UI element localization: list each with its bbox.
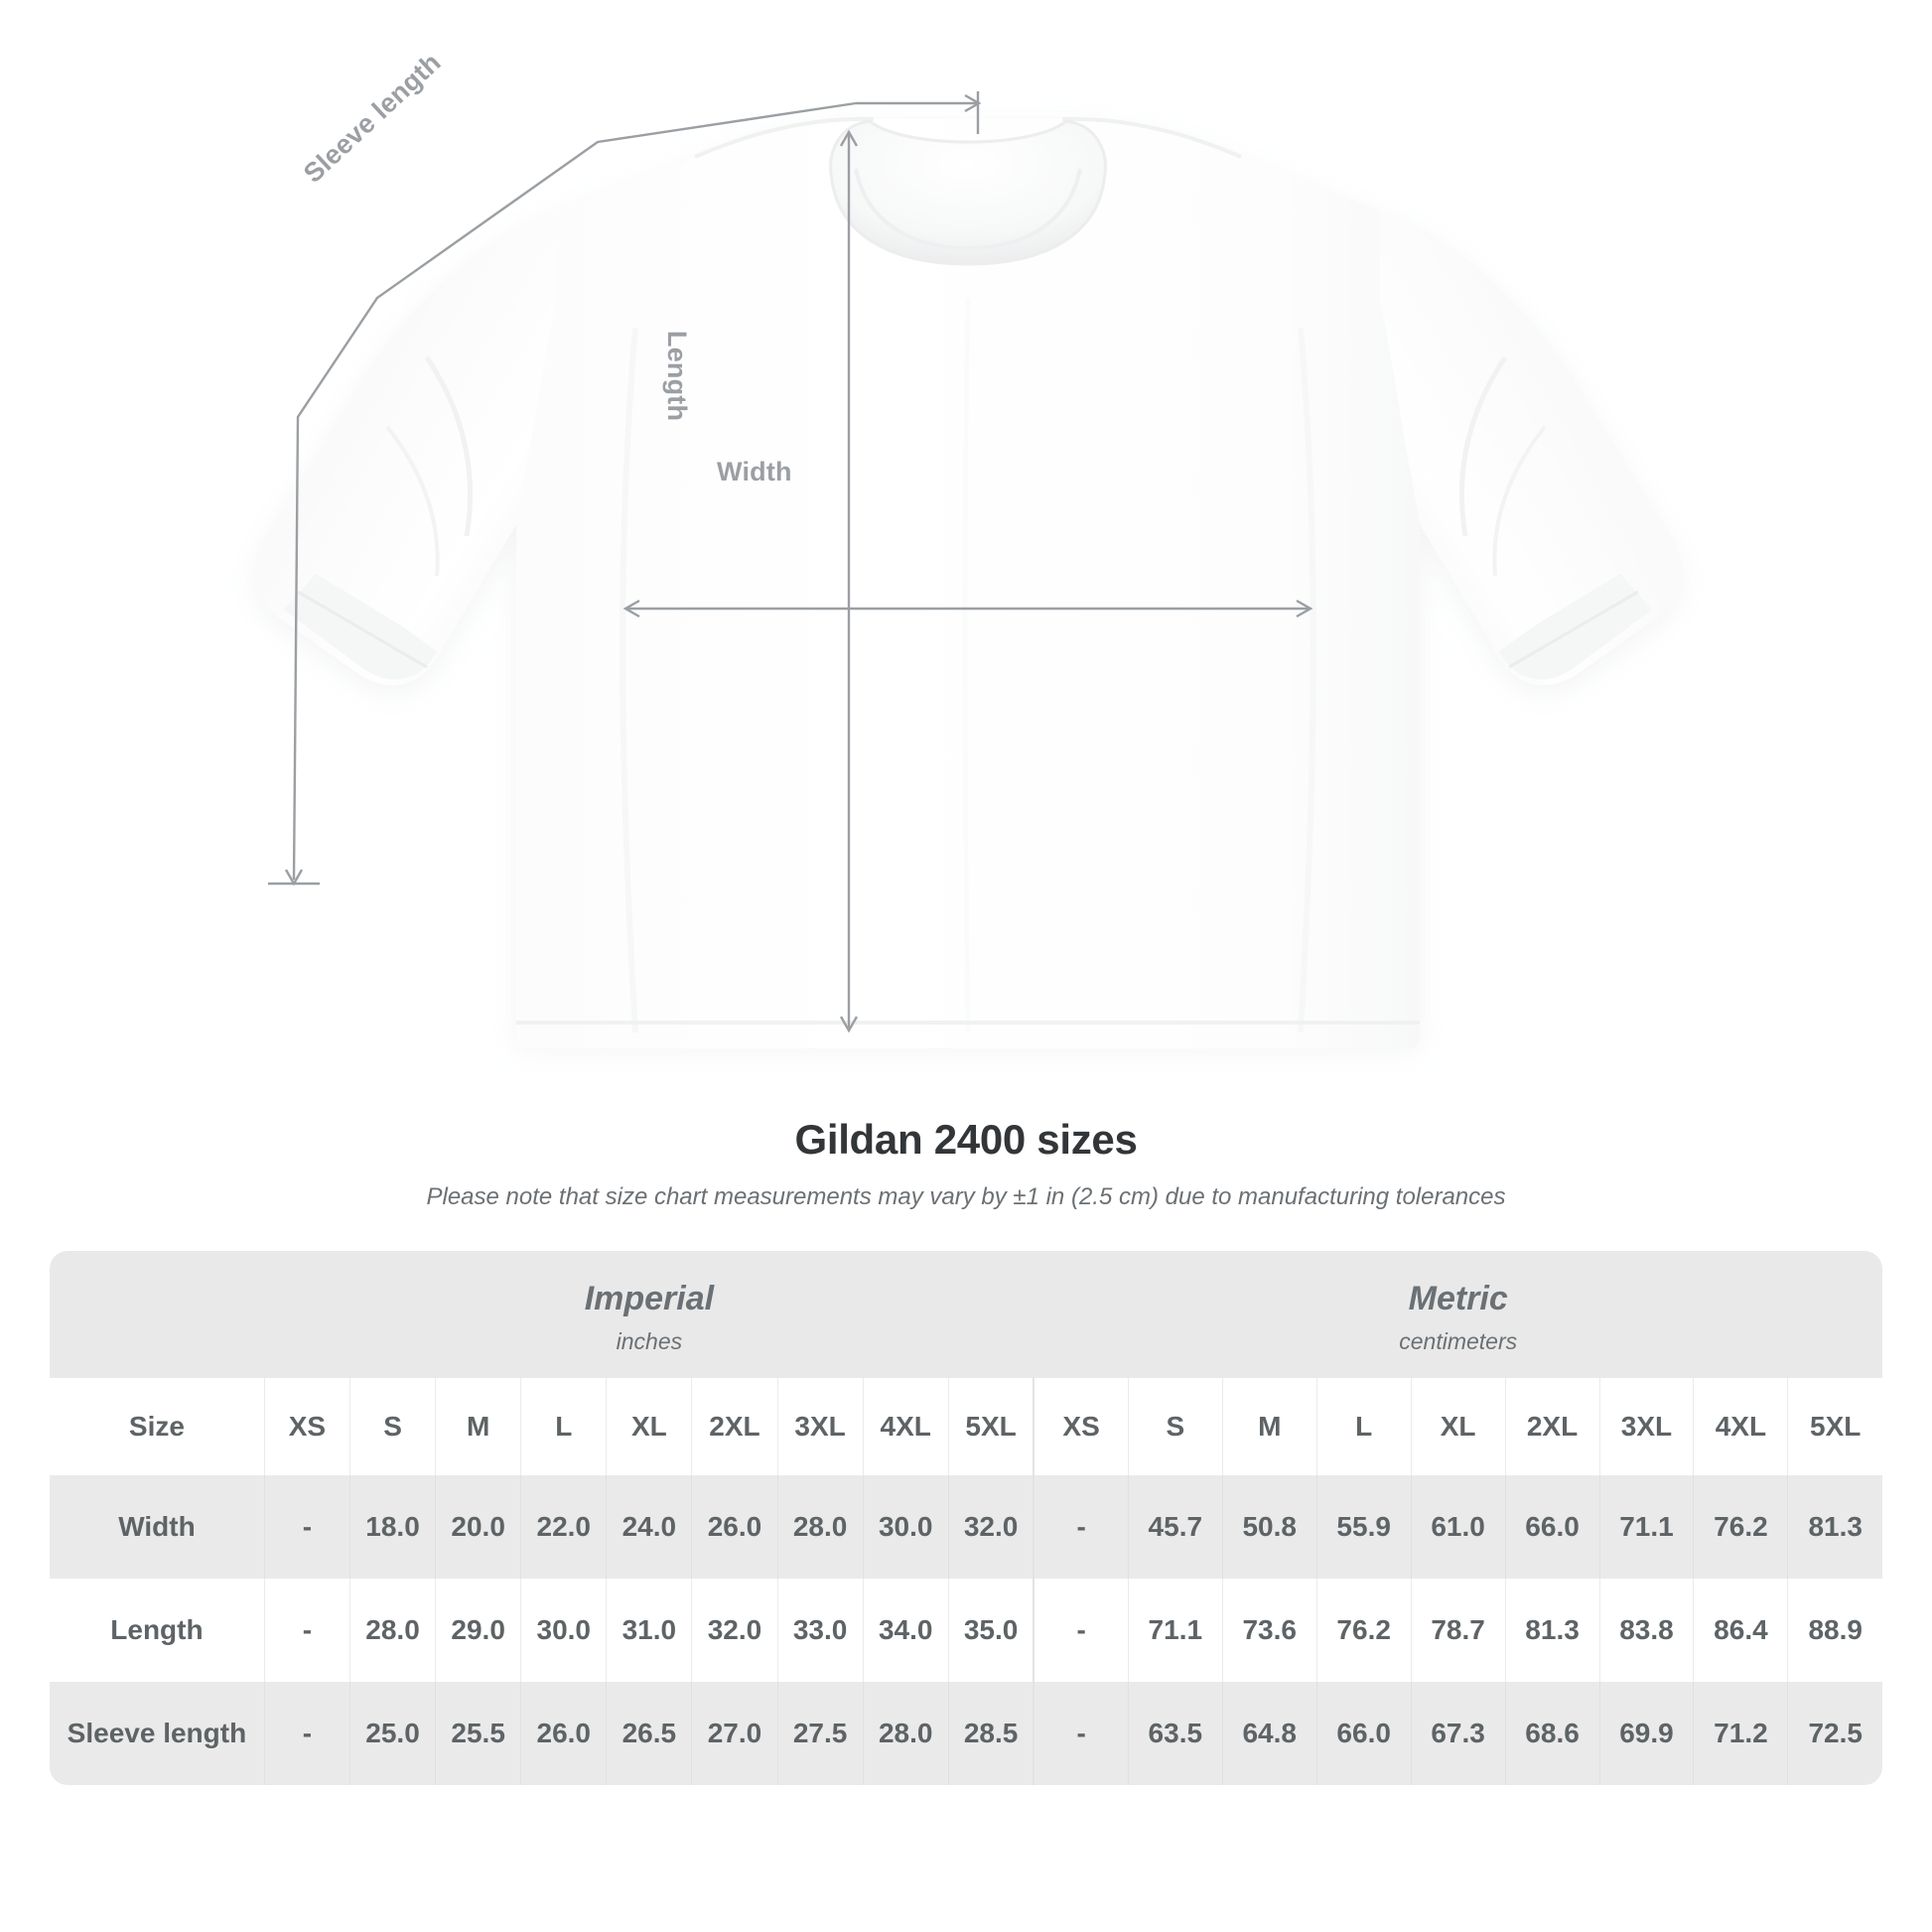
width-met-7: 76.2 [1693, 1475, 1788, 1579]
width-label: Width [717, 457, 792, 486]
size-header-row: Size XS S M L XL 2XL 3XL 4XL 5XL XS S M … [50, 1378, 1882, 1475]
sleeve-met-4: 67.3 [1410, 1682, 1506, 1785]
length-met-8: 88.9 [1787, 1579, 1882, 1682]
sleeve-met-6: 69.9 [1598, 1682, 1694, 1785]
width-met-6: 71.1 [1598, 1475, 1694, 1579]
metric-name: Metric [1408, 1280, 1508, 1317]
sleeve-met-3: 66.0 [1315, 1682, 1412, 1785]
width-imp-7: 30.0 [862, 1475, 949, 1579]
unit-row-spacer [50, 1251, 265, 1378]
imperial-unit: inches [616, 1328, 683, 1354]
width-met-4: 61.0 [1410, 1475, 1506, 1579]
sleeve-met-1: 63.5 [1127, 1682, 1223, 1785]
length-imp-1: 28.0 [348, 1579, 436, 1682]
sleeve-imp-0: - [263, 1682, 350, 1785]
length-label: Length [662, 331, 692, 422]
unit-system-row: Imperial inches Metric centimeters [50, 1251, 1882, 1378]
metric-unit: centimeters [1399, 1328, 1518, 1354]
length-met-3: 76.2 [1315, 1579, 1412, 1682]
header-size-imp-8: 5XL [947, 1378, 1035, 1475]
header-size-imp-3: L [520, 1378, 607, 1475]
header-size-met-7: 4XL [1693, 1378, 1788, 1475]
header-size-met-5: 2XL [1504, 1378, 1600, 1475]
length-imp-0: - [263, 1579, 350, 1682]
width-met-8: 81.3 [1787, 1475, 1882, 1579]
table-row: Length - 28.0 29.0 30.0 31.0 32.0 33.0 3… [50, 1579, 1882, 1682]
width-imp-4: 24.0 [606, 1475, 692, 1579]
header-size-met-2: M [1221, 1378, 1317, 1475]
row-label-length: Length [50, 1579, 265, 1682]
length-imp-7: 34.0 [862, 1579, 949, 1682]
shirt-illustration [254, 116, 1682, 1048]
header-size-met-3: L [1315, 1378, 1412, 1475]
length-met-5: 81.3 [1504, 1579, 1600, 1682]
header-size-imp-2: M [435, 1378, 521, 1475]
page-title: Gildan 2400 sizes [794, 1116, 1138, 1163]
width-imp-1: 18.0 [348, 1475, 436, 1579]
width-imp-8: 32.0 [947, 1475, 1035, 1579]
length-imp-8: 35.0 [947, 1579, 1035, 1682]
length-met-4: 78.7 [1410, 1579, 1506, 1682]
width-met-5: 66.0 [1504, 1475, 1600, 1579]
tolerance-note: Please note that size chart measurements… [426, 1183, 1506, 1210]
width-imp-5: 26.0 [691, 1475, 778, 1579]
unit-system-imperial: Imperial inches [264, 1251, 1035, 1378]
length-imp-2: 29.0 [435, 1579, 521, 1682]
unit-system-metric: Metric centimeters [1034, 1251, 1882, 1378]
sleeve-imp-8: 28.5 [947, 1682, 1035, 1785]
width-met-1: 45.7 [1127, 1475, 1223, 1579]
size-table: Imperial inches Metric centimeters Size … [50, 1251, 1882, 1785]
table-row: Sleeve length - 25.0 25.5 26.0 26.5 27.0… [50, 1682, 1882, 1785]
size-table-wrapper: Imperial inches Metric centimeters Size … [50, 1251, 1882, 1785]
width-met-2: 50.8 [1221, 1475, 1317, 1579]
length-imp-3: 30.0 [520, 1579, 607, 1682]
header-size-met-0: XS [1033, 1378, 1129, 1475]
sleeve-met-7: 71.2 [1693, 1682, 1788, 1785]
header-size-met-6: 3XL [1598, 1378, 1694, 1475]
header-size-met-1: S [1127, 1378, 1223, 1475]
header-size-imp-4: XL [606, 1378, 692, 1475]
length-met-7: 86.4 [1693, 1579, 1788, 1682]
sleeve-imp-6: 27.5 [776, 1682, 864, 1785]
title-block: Gildan 2400 sizes Please note that size … [0, 1116, 1932, 1211]
header-size-label: Size [50, 1378, 265, 1475]
width-imp-0: - [263, 1475, 350, 1579]
table-row: Width - 18.0 20.0 22.0 24.0 26.0 28.0 30… [50, 1475, 1882, 1579]
width-imp-6: 28.0 [776, 1475, 864, 1579]
sleeve-met-5: 68.6 [1504, 1682, 1600, 1785]
header-size-imp-5: 2XL [691, 1378, 778, 1475]
sleeve-met-0: - [1033, 1682, 1129, 1785]
row-label-width: Width [50, 1475, 265, 1579]
sleeve-imp-1: 25.0 [348, 1682, 436, 1785]
measurement-annotations [268, 91, 1313, 1034]
length-met-2: 73.6 [1221, 1579, 1317, 1682]
sleeve-imp-5: 27.0 [691, 1682, 778, 1785]
header-size-imp-7: 4XL [862, 1378, 949, 1475]
header-size-met-4: XL [1410, 1378, 1506, 1475]
sleeve-imp-2: 25.5 [435, 1682, 521, 1785]
header-size-imp-0: XS [263, 1378, 350, 1475]
length-imp-6: 33.0 [776, 1579, 864, 1682]
length-met-1: 71.1 [1127, 1579, 1223, 1682]
length-met-6: 83.8 [1598, 1579, 1694, 1682]
width-imp-2: 20.0 [435, 1475, 521, 1579]
header-size-imp-6: 3XL [776, 1378, 864, 1475]
sleeve-met-2: 64.8 [1221, 1682, 1317, 1785]
header-size-met-8: 5XL [1787, 1378, 1882, 1475]
garment-diagram: Sleeve length Length Width [254, 48, 1682, 1048]
length-met-0: - [1033, 1579, 1129, 1682]
imperial-name: Imperial [584, 1280, 715, 1317]
header-size-imp-1: S [348, 1378, 436, 1475]
length-imp-5: 32.0 [691, 1579, 778, 1682]
width-imp-3: 22.0 [520, 1475, 607, 1579]
length-imp-4: 31.0 [606, 1579, 692, 1682]
width-met-0: - [1033, 1475, 1129, 1579]
sleeve-imp-3: 26.0 [520, 1682, 607, 1785]
sleeve-imp-7: 28.0 [862, 1682, 949, 1785]
sleeve-met-8: 72.5 [1787, 1682, 1882, 1785]
sleeve-imp-4: 26.5 [606, 1682, 692, 1785]
row-label-sleeve-length: Sleeve length [50, 1682, 265, 1785]
width-met-3: 55.9 [1315, 1475, 1412, 1579]
